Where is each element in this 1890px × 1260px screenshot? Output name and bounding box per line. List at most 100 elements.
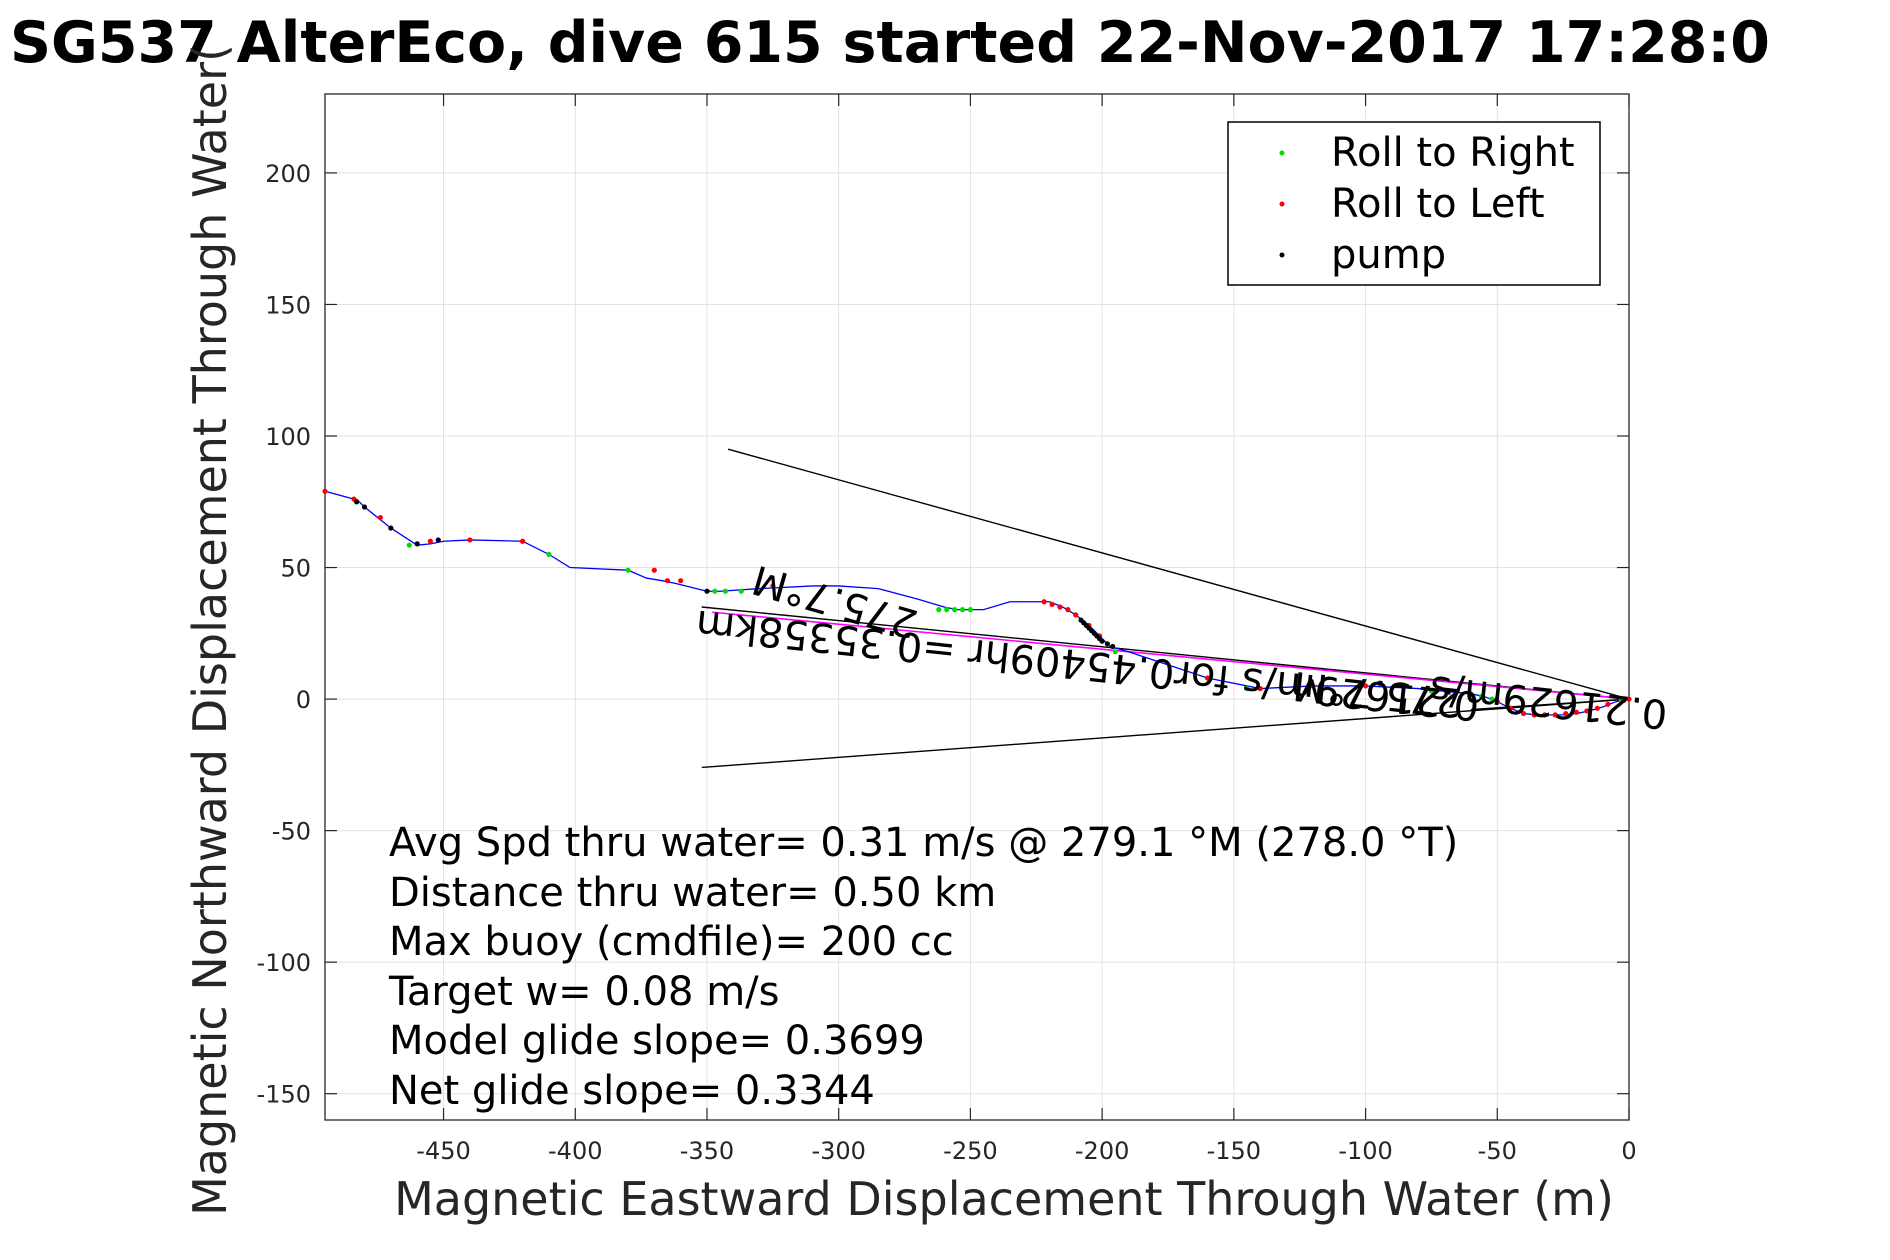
legend-label-roll-left: Roll to Left xyxy=(1331,181,1545,227)
dive-statistics: Avg Spd thru water= 0.31 m/s @ 279.1 °M … xyxy=(388,820,1458,1114)
y-tick-label: 100 xyxy=(265,423,311,451)
pump-point xyxy=(704,588,710,594)
roll-left-point xyxy=(1049,601,1055,607)
roll-right-point xyxy=(952,607,958,613)
y-tick-label: 150 xyxy=(265,291,311,319)
legend-label-roll-right: Roll to Right xyxy=(1331,130,1575,176)
roll-right-point xyxy=(959,607,966,613)
roll-left-point xyxy=(1521,710,1527,717)
chart-title: SG537 AlterEco, dive 615 started 22-Nov-… xyxy=(10,10,1770,76)
roll-right-point xyxy=(1244,685,1250,692)
vector-line-heading_lower xyxy=(701,698,1630,769)
roll-left-point xyxy=(1621,697,1627,703)
roll-left-point xyxy=(1362,683,1369,689)
x-tick-label: -300 xyxy=(811,1137,865,1165)
vector-line-current_vector xyxy=(1470,698,1630,711)
roll-left-point xyxy=(1041,599,1047,605)
x-tick-label: -200 xyxy=(1075,1137,1129,1165)
x-axis-label: Magnetic Eastward Displacement Through W… xyxy=(394,1172,1614,1226)
legend-box xyxy=(1227,121,1601,286)
x-tick-label: -50 xyxy=(1478,1137,1517,1165)
y-axis-label: Magnetic Northward Displacement Through … xyxy=(183,44,237,1216)
roll-right-point xyxy=(944,607,950,613)
roll-right-point xyxy=(1428,688,1435,694)
roll-right-point xyxy=(1478,693,1485,700)
tick-labels: -450 -400 -350 -300 -250 -200 -150 -100 -50 0 -150… xyxy=(257,160,1637,1165)
roll-left-point xyxy=(1531,712,1537,718)
roll-right-point xyxy=(406,542,412,548)
roll-right-point xyxy=(625,567,631,573)
x-tick-label: -150 xyxy=(1207,1137,1261,1165)
roll-left-point xyxy=(1310,683,1316,689)
stat-target-w: Target w= 0.08 m/s xyxy=(388,969,779,1015)
roll-left-point xyxy=(322,488,328,494)
stat-net-glide-slope: Net glide slope= 0.3344 xyxy=(389,1068,875,1114)
plot-area-border xyxy=(324,93,1630,1121)
data-series xyxy=(322,448,1632,769)
pump-point xyxy=(354,499,360,505)
roll-right-point xyxy=(722,588,729,594)
x-tick-label: 0 xyxy=(1621,1137,1636,1165)
roll-left-point xyxy=(1594,705,1600,711)
roll-left-point xyxy=(377,514,383,521)
roll-left-point xyxy=(519,538,526,544)
grid-lines xyxy=(325,94,1630,1120)
roll-left-point xyxy=(651,567,657,573)
pump-point xyxy=(1104,641,1110,647)
legend-marker-roll-left xyxy=(1279,201,1285,207)
x-tick-label: -350 xyxy=(680,1137,734,1165)
roll-left-point xyxy=(1573,709,1579,715)
roll-left-point xyxy=(1563,710,1569,717)
pump-point xyxy=(1078,617,1084,623)
roll-right-point xyxy=(1489,696,1495,702)
legend: Roll to Right Roll to Left pump xyxy=(1227,121,1601,286)
y-tick-label: 0 xyxy=(296,686,311,714)
y-tick-label: -150 xyxy=(257,1081,311,1109)
stat-max-buoy: Max buoy (cmdfile)= 200 cc xyxy=(389,919,954,965)
roll-left-point xyxy=(467,537,473,543)
axes-frame xyxy=(324,93,1630,1121)
pump-point xyxy=(435,537,441,543)
stat-avg-speed: Avg Spd thru water= 0.31 m/s @ 279.1 °M … xyxy=(389,820,1458,866)
roll-right-point xyxy=(967,607,974,613)
roll-left-point xyxy=(1552,712,1558,718)
roll-left-point xyxy=(427,538,433,544)
roll-left-point xyxy=(1257,685,1263,692)
pump-point xyxy=(361,504,368,510)
roll-left-point xyxy=(1057,604,1063,610)
roll-right-point xyxy=(1112,649,1118,655)
y-tick-label: -50 xyxy=(272,818,311,846)
roll-left-point xyxy=(1073,612,1079,618)
stat-distance: Distance thru water= 0.50 km xyxy=(389,870,996,916)
roll-left-point xyxy=(678,578,684,584)
annotations: 275.7°M0.21629m/s for0.45409hr =0.35358k… xyxy=(694,556,1670,737)
roll-right-point xyxy=(936,607,942,613)
legend-label-pump: pump xyxy=(1331,232,1446,278)
roll-left-point xyxy=(770,583,776,589)
roll-left-point xyxy=(1494,699,1500,705)
roll-left-point xyxy=(664,578,671,584)
y-tick-label: -100 xyxy=(257,949,311,977)
y-tick-label: 200 xyxy=(265,160,311,188)
roll-left-point xyxy=(1584,708,1590,714)
x-tick-label: -100 xyxy=(1338,1137,1392,1165)
pump-point xyxy=(1110,643,1116,650)
roll-left-point xyxy=(1204,675,1211,681)
y-tick-label: 50 xyxy=(280,555,311,583)
legend-marker-roll-right xyxy=(1279,150,1285,156)
x-tick-label: -400 xyxy=(548,1137,602,1165)
roll-right-point xyxy=(738,588,744,594)
roll-left-point xyxy=(1065,607,1071,613)
x-tick-label: -250 xyxy=(943,1137,997,1165)
x-tick-label: -450 xyxy=(416,1137,470,1165)
roll-left-point xyxy=(1542,712,1548,718)
roll-right-point xyxy=(712,588,718,594)
vector-line-net_displacement xyxy=(712,611,1630,700)
pump-point xyxy=(414,541,420,547)
legend-marker-pump xyxy=(1279,252,1285,258)
roll-left-point xyxy=(1507,705,1514,711)
roll-right-point xyxy=(546,551,552,557)
roll-left-point xyxy=(1605,701,1611,707)
vector-line-heading_upper xyxy=(727,448,1630,700)
